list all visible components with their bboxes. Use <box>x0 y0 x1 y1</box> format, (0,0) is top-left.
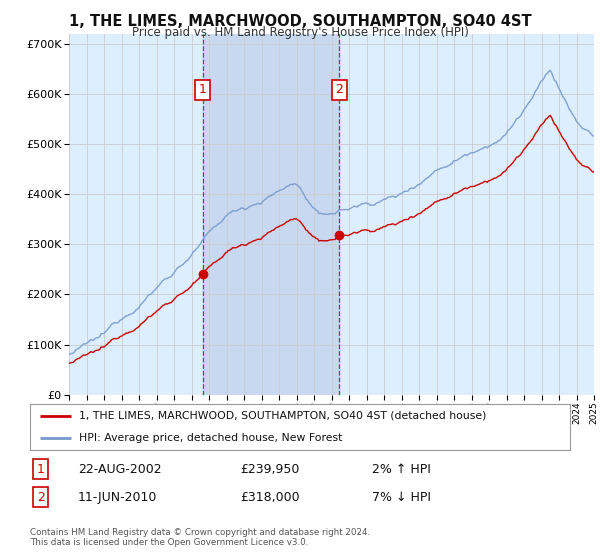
Text: 1: 1 <box>199 83 207 96</box>
Text: £318,000: £318,000 <box>240 491 299 504</box>
Text: HPI: Average price, detached house, New Forest: HPI: Average price, detached house, New … <box>79 433 342 443</box>
Text: 7% ↓ HPI: 7% ↓ HPI <box>372 491 431 504</box>
Text: £239,950: £239,950 <box>240 463 299 476</box>
Text: Contains HM Land Registry data © Crown copyright and database right 2024.
This d: Contains HM Land Registry data © Crown c… <box>30 528 370 547</box>
Text: 2% ↑ HPI: 2% ↑ HPI <box>372 463 431 476</box>
Text: 1: 1 <box>37 463 45 476</box>
Text: 2: 2 <box>37 491 45 504</box>
Bar <box>203 34 339 395</box>
Text: 11-JUN-2010: 11-JUN-2010 <box>78 491 157 504</box>
Text: 22-AUG-2002: 22-AUG-2002 <box>78 463 161 476</box>
Text: Price paid vs. HM Land Registry's House Price Index (HPI): Price paid vs. HM Land Registry's House … <box>131 26 469 39</box>
Text: 1, THE LIMES, MARCHWOOD, SOUTHAMPTON, SO40 4ST (detached house): 1, THE LIMES, MARCHWOOD, SOUTHAMPTON, SO… <box>79 410 486 421</box>
Text: 1, THE LIMES, MARCHWOOD, SOUTHAMPTON, SO40 4ST: 1, THE LIMES, MARCHWOOD, SOUTHAMPTON, SO… <box>68 14 532 29</box>
Text: 2: 2 <box>335 83 343 96</box>
